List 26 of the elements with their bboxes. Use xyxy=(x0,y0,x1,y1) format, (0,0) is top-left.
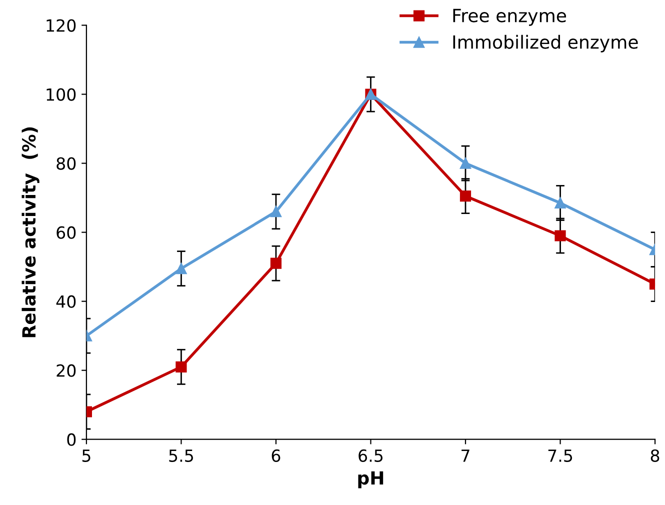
x-tick-label: 7.5 xyxy=(548,450,572,462)
y-tick-label: 120 xyxy=(46,19,76,32)
legend-label: Immobilized enzyme xyxy=(453,34,638,52)
y-tick-label: 100 xyxy=(46,88,76,101)
y-axis-title: Relative activity (%) xyxy=(22,127,40,338)
point xyxy=(270,258,282,269)
point xyxy=(460,190,472,202)
x-tick-label: 5 xyxy=(82,450,90,462)
point xyxy=(176,262,187,274)
x-tick-label: 7 xyxy=(462,450,470,462)
x-tick-label: 8 xyxy=(650,449,660,462)
y-tick-label: 60 xyxy=(56,226,76,239)
y-tick-label: 0 xyxy=(67,433,76,446)
point xyxy=(176,361,187,372)
point xyxy=(554,197,566,209)
legend-label: Free enzyme xyxy=(453,8,566,26)
x-tick-label: 6.5 xyxy=(358,449,383,462)
y-tick-label: 80 xyxy=(56,157,76,170)
point xyxy=(460,158,472,169)
y-tick-label: 20 xyxy=(56,364,76,377)
y-tick-label: 40 xyxy=(56,295,76,308)
point xyxy=(554,230,566,242)
x-tick-label: 6 xyxy=(272,449,280,462)
point xyxy=(270,206,282,218)
x-tick-label: 5.5 xyxy=(169,450,194,462)
x-axis-title: pH xyxy=(358,471,384,488)
